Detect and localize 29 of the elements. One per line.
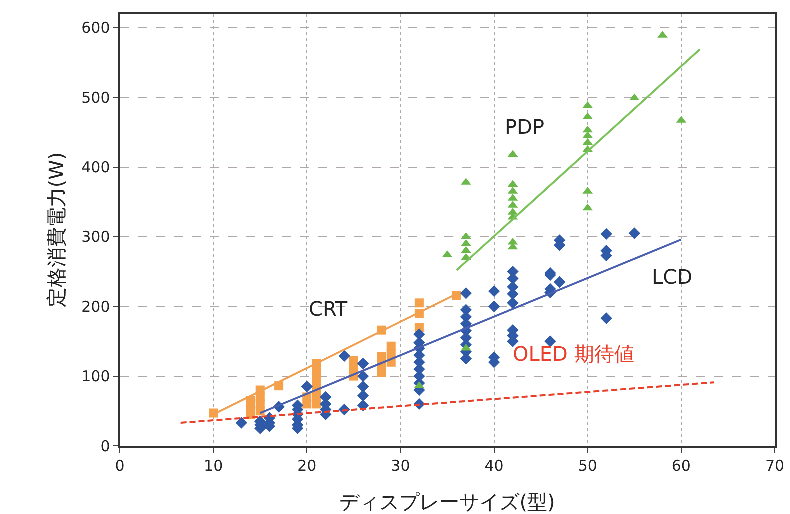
y-tick-label: 600 <box>82 19 110 38</box>
series-label: PDP <box>505 115 545 139</box>
y-tick-label: 200 <box>82 298 110 316</box>
point <box>461 344 472 351</box>
y-tick-label: 400 <box>82 158 110 177</box>
point <box>461 232 472 240</box>
y-tick-label: 500 <box>82 88 110 107</box>
x-tick-label: 60 <box>672 456 691 475</box>
x-tick-label: 30 <box>391 456 410 475</box>
point <box>349 356 358 366</box>
y-tick-label: 300 <box>82 228 110 246</box>
point <box>461 246 472 254</box>
x-axis-title: ディスプレーサイズ(型) <box>340 490 556 514</box>
series-label: LCD <box>652 265 693 289</box>
x-tick-label: 10 <box>204 456 224 475</box>
y-tick-label: 0 <box>100 437 110 456</box>
point <box>378 352 386 362</box>
x-tick-label: 40 <box>484 456 504 475</box>
x-tick-label: 50 <box>578 456 598 475</box>
point <box>461 239 472 246</box>
series-label: OLED 期待値 <box>513 342 634 366</box>
y-tick-label: 100 <box>82 368 110 386</box>
x-tick-label: 0 <box>115 456 125 475</box>
x-tick-label: 20 <box>298 456 317 475</box>
point <box>414 298 424 308</box>
series-label: CRT <box>309 297 348 321</box>
point <box>386 342 396 351</box>
y-axis-title: 定格消費電力(W) <box>44 152 69 308</box>
x-tick-label: 70 <box>765 456 785 475</box>
